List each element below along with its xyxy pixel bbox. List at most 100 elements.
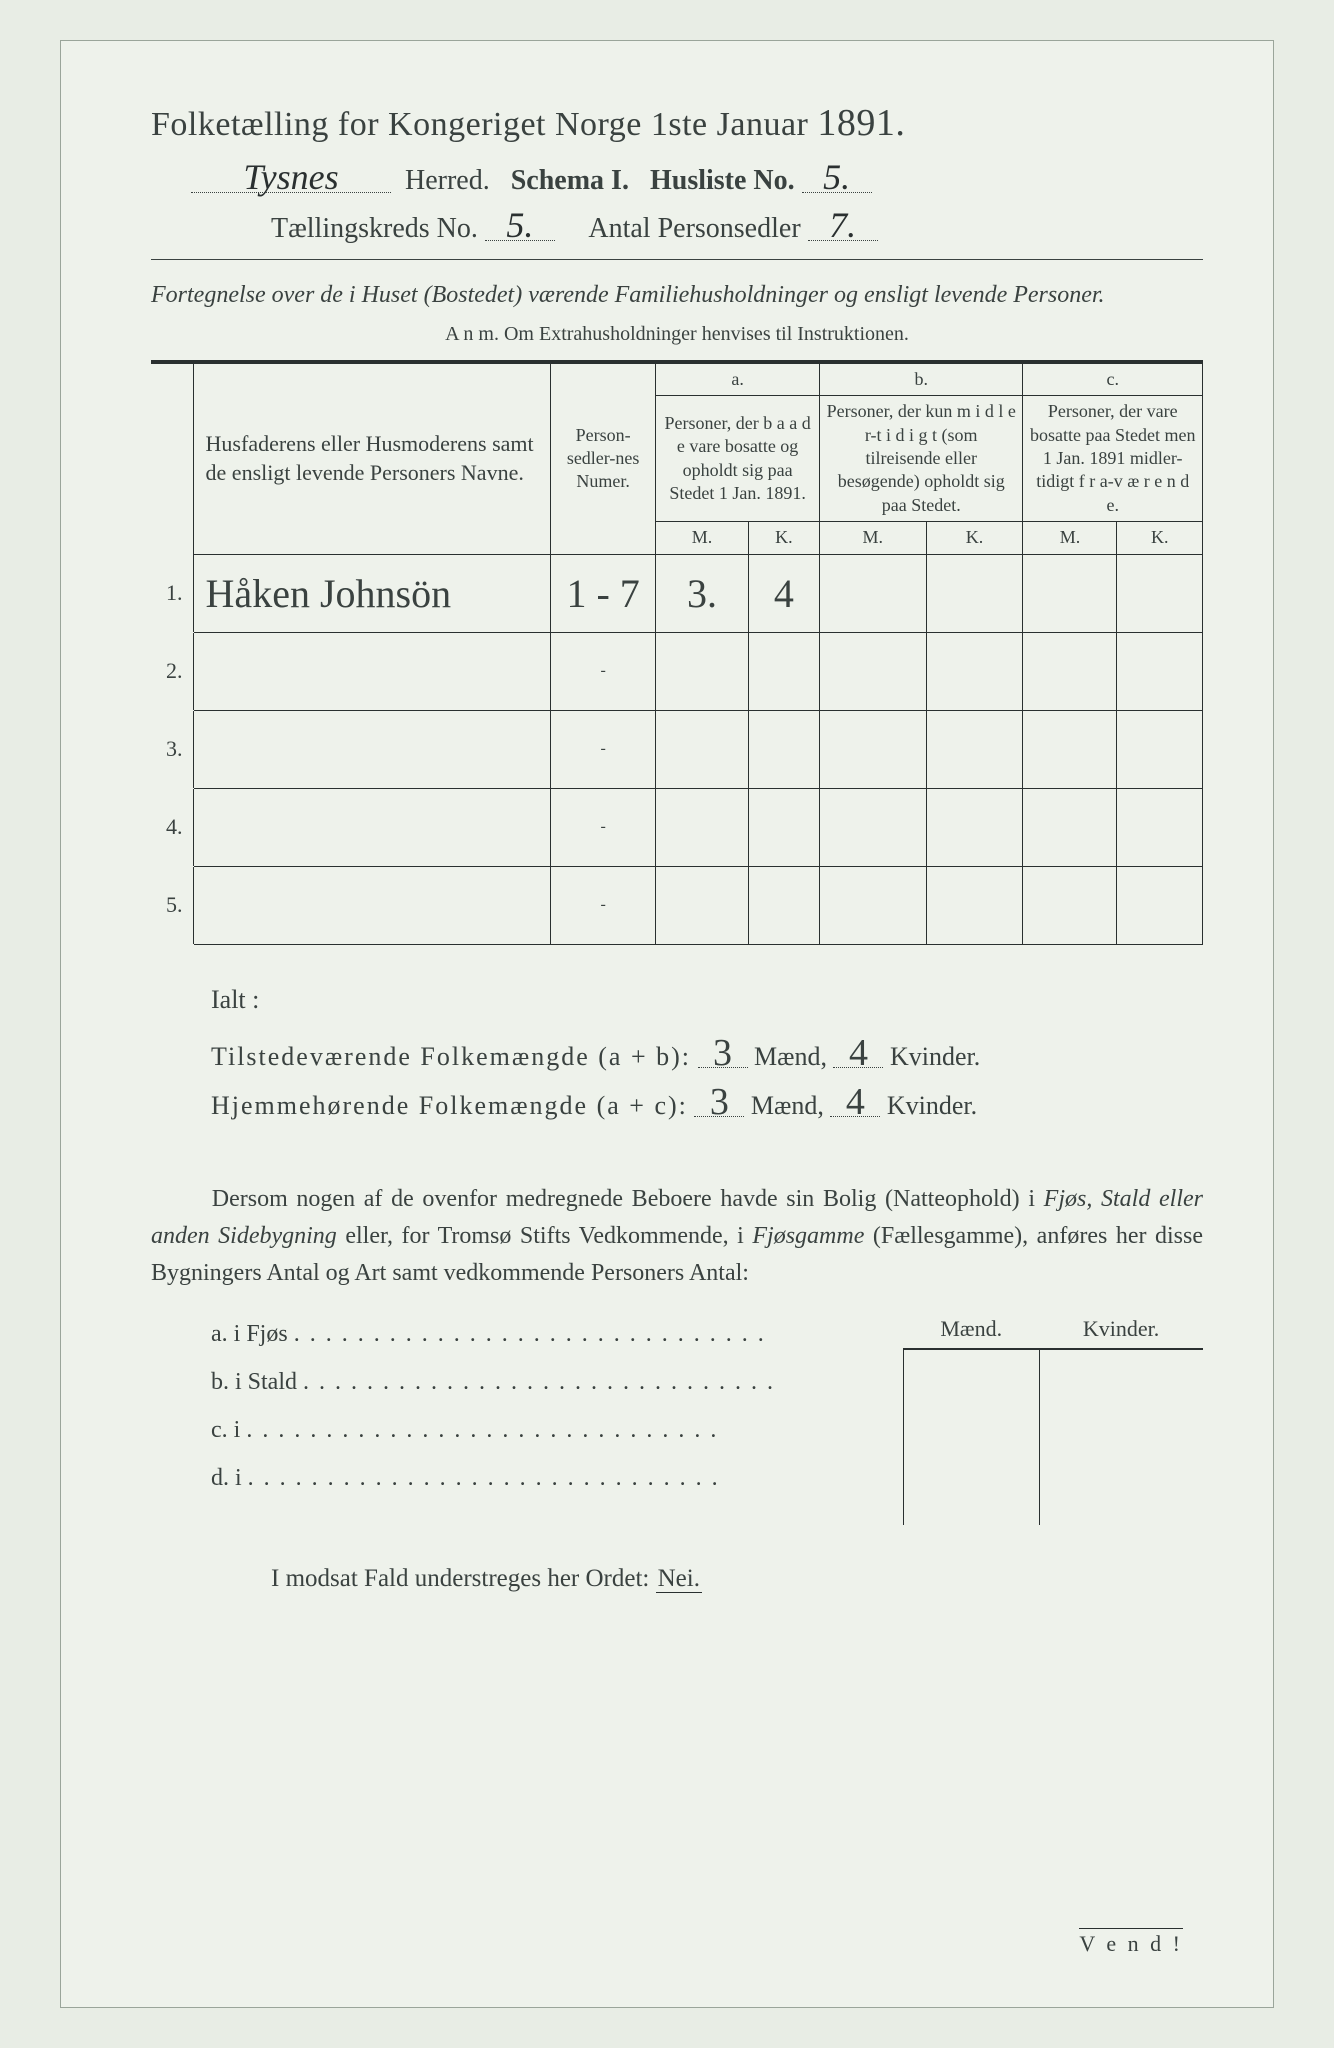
building-block: a. i Fjøs . . . . . . . . . . . . . . . … bbox=[151, 1310, 1203, 1525]
a-k: K. bbox=[748, 522, 819, 554]
cell-b-k bbox=[926, 788, 1023, 866]
dots: . . . . . . . . . . . . . . . . . . . . … bbox=[294, 1321, 766, 1347]
b-k: K. bbox=[926, 522, 1023, 554]
cell-b-m bbox=[819, 554, 926, 632]
anm-note: A n m. Om Extrahusholdninger henvises ti… bbox=[151, 323, 1203, 346]
cell-c-k bbox=[1117, 554, 1203, 632]
col-b-head: b. bbox=[819, 363, 1022, 395]
building-row: d. i . . . . . . . . . . . . . . . . . .… bbox=[211, 1454, 903, 1502]
fortegnelse-heading: Fortegnelse over de i Huset (Bostedet) v… bbox=[151, 278, 1203, 313]
col-names-text: Husfaderens eller Husmoderens samt de en… bbox=[206, 431, 534, 485]
table-row: 3. - bbox=[151, 710, 1203, 788]
nei-word: Nei. bbox=[656, 1565, 702, 1593]
cell-a-k: 4 bbox=[748, 554, 819, 632]
cell-c-m bbox=[1023, 866, 1117, 944]
bygning-maend-header: Mænd. bbox=[904, 1310, 1040, 1349]
maend-label2: Mænd, bbox=[751, 1091, 824, 1120]
b-cell bbox=[1039, 1349, 1203, 1393]
col-b-text: Personer, der kun m i d l e r-t i d i g … bbox=[819, 396, 1022, 522]
building-row: c. i . . . . . . . . . . . . . . . . . .… bbox=[211, 1406, 903, 1454]
building-row: b. i Stald . . . . . . . . . . . . . . .… bbox=[211, 1358, 903, 1406]
row-name bbox=[193, 632, 551, 710]
b-cell bbox=[904, 1437, 1040, 1481]
cell-b-k bbox=[926, 866, 1023, 944]
building-row: a. i Fjøs . . . . . . . . . . . . . . . … bbox=[211, 1310, 903, 1358]
c-k: K. bbox=[1117, 522, 1203, 554]
cell-b-k bbox=[926, 632, 1023, 710]
dots: . . . . . . . . . . . . . . . . . . . . … bbox=[246, 1417, 718, 1443]
row-numer: - bbox=[551, 710, 656, 788]
dots: . . . . . . . . . . . . . . . . . . . . … bbox=[303, 1369, 775, 1395]
cell-a-m bbox=[656, 788, 749, 866]
cell-b-m bbox=[819, 710, 926, 788]
building-label: b. i Stald bbox=[211, 1369, 297, 1395]
building-mk-table: Mænd. Kvinder. bbox=[903, 1310, 1203, 1525]
tilstede-m: 3 bbox=[698, 1040, 748, 1068]
row-num: 3. bbox=[151, 710, 193, 788]
cell-c-k bbox=[1117, 710, 1203, 788]
title-prefix: Folketælling for Kongeriget Norge 1ste J… bbox=[151, 106, 808, 143]
husliste-label: Husliste No. bbox=[650, 165, 795, 196]
dersom-em2: Fjøsgamme bbox=[752, 1223, 864, 1249]
hjemme-k: 4 bbox=[830, 1089, 880, 1117]
hjemme-m: 3 bbox=[694, 1089, 744, 1117]
cell-a-m bbox=[656, 632, 749, 710]
row-name bbox=[193, 866, 551, 944]
cell-a-m bbox=[656, 866, 749, 944]
col-c-text: Personer, der vare bosatte paa Stedet me… bbox=[1023, 396, 1203, 522]
cell-c-m bbox=[1023, 710, 1117, 788]
cell-c-m bbox=[1023, 632, 1117, 710]
divider bbox=[151, 259, 1203, 260]
dersom-t2: eller, for Tromsø Stifts Vedkommende, i bbox=[337, 1223, 753, 1249]
kvinder-label: Kvinder. bbox=[890, 1042, 980, 1071]
b-m: M. bbox=[819, 522, 926, 554]
cell-b-m bbox=[819, 632, 926, 710]
modsat-line: I modsat Fald understreges her Ordet: Ne… bbox=[151, 1565, 1203, 1593]
row-name bbox=[193, 710, 551, 788]
cell-c-k bbox=[1117, 632, 1203, 710]
table-row: 4. - bbox=[151, 788, 1203, 866]
cell-b-k bbox=[926, 710, 1023, 788]
antal-label: Antal Personsedler bbox=[588, 213, 800, 244]
col-a-head: a. bbox=[656, 363, 820, 395]
hjemme-label: Hjemmehørende Folkemængde (a + c): bbox=[211, 1091, 688, 1120]
cell-a-m bbox=[656, 710, 749, 788]
herred-value: Tysnes bbox=[191, 163, 391, 193]
antal-value: 7. bbox=[808, 211, 878, 241]
col-a-text: Personer, der b a a d e vare bosatte og … bbox=[656, 396, 820, 522]
building-label: c. i bbox=[211, 1417, 240, 1443]
row-name bbox=[193, 788, 551, 866]
b-cell bbox=[904, 1393, 1040, 1437]
building-list: a. i Fjøs . . . . . . . . . . . . . . . … bbox=[151, 1310, 903, 1525]
b-cell bbox=[1039, 1393, 1203, 1437]
vend-label: V e n d ! bbox=[1079, 1928, 1183, 1957]
hjemme-line: Hjemmehørende Folkemængde (a + c): 3 Mæn… bbox=[211, 1081, 1203, 1130]
c-m: M. bbox=[1023, 522, 1117, 554]
cell-b-k bbox=[926, 554, 1023, 632]
header-line-2: Tysnes Herred. Schema I. Husliste No. 5. bbox=[151, 163, 1203, 197]
dersom-t1: Dersom nogen af de ovenfor medregnede Be… bbox=[212, 1186, 1044, 1212]
cell-a-k bbox=[748, 632, 819, 710]
table-row: 1. Håken Johnsön 1 - 7 3. 4 bbox=[151, 554, 1203, 632]
building-label: a. i Fjøs bbox=[211, 1321, 288, 1347]
b-cell bbox=[1039, 1481, 1203, 1525]
col-c-head: c. bbox=[1023, 363, 1203, 395]
dersom-paragraph: Dersom nogen af de ovenfor medregnede Be… bbox=[151, 1181, 1203, 1293]
row-numer: 1 - 7 bbox=[551, 554, 656, 632]
cell-c-k bbox=[1117, 788, 1203, 866]
tilstede-k: 4 bbox=[833, 1040, 883, 1068]
ialt-label: Ialt : bbox=[211, 975, 1203, 1024]
husliste-value: 5. bbox=[802, 163, 872, 193]
building-label: d. i bbox=[211, 1465, 242, 1491]
row-num: 4. bbox=[151, 788, 193, 866]
dots: . . . . . . . . . . . . . . . . . . . . … bbox=[248, 1465, 720, 1491]
schema-label: Schema I. bbox=[511, 165, 629, 196]
household-table: Husfaderens eller Husmoderens samt de en… bbox=[151, 363, 1203, 945]
cell-c-m bbox=[1023, 788, 1117, 866]
cell-b-m bbox=[819, 866, 926, 944]
tilstede-line: Tilstedeværende Folkemængde (a + b): 3 M… bbox=[211, 1032, 1203, 1081]
title-year: 1891. bbox=[817, 102, 905, 144]
row-num: 2. bbox=[151, 632, 193, 710]
b-cell bbox=[904, 1349, 1040, 1393]
cell-c-m bbox=[1023, 554, 1117, 632]
